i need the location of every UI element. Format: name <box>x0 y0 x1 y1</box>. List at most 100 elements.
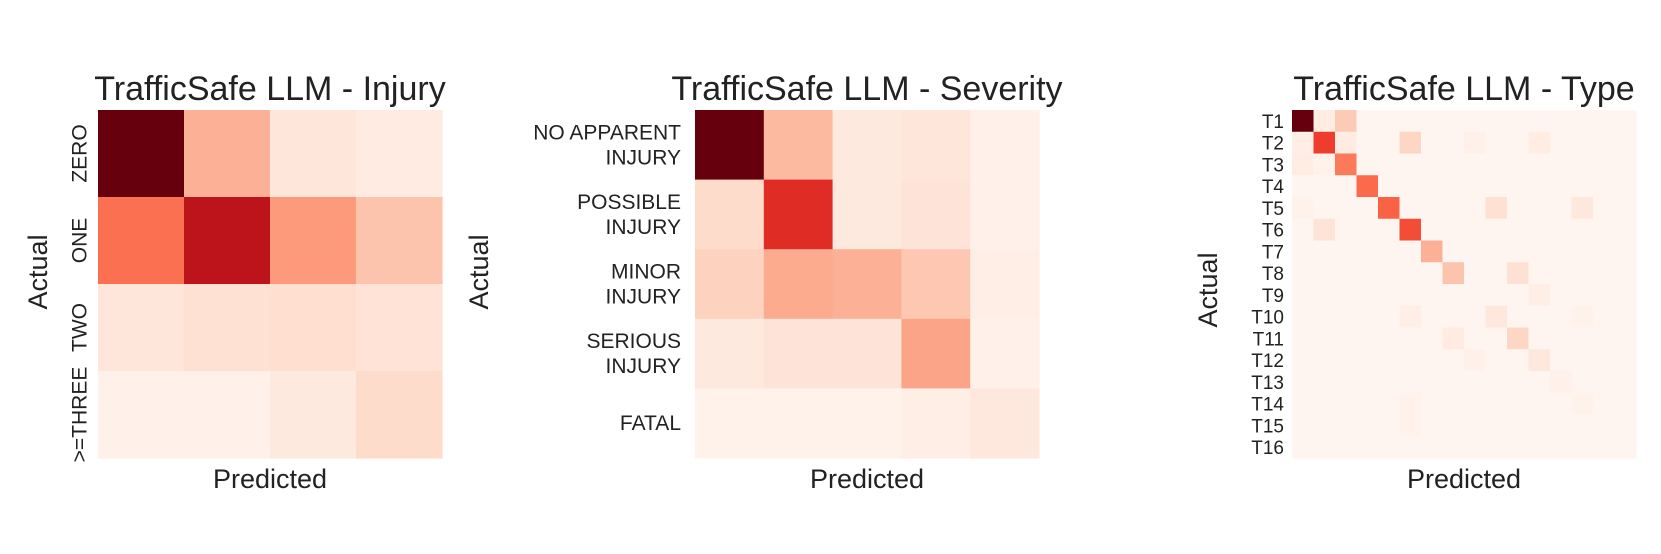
heatmap-cell <box>1356 218 1379 242</box>
xlabel-severity: Predicted <box>810 464 924 494</box>
heatmap-cell <box>1399 371 1422 394</box>
chart-title-severity: TrafficSafe LLM - Severity <box>671 70 1062 108</box>
row-tick-label: T12 <box>1251 351 1284 372</box>
heatmap-cell <box>1292 284 1315 307</box>
ylabel-type: Actual <box>1193 252 1223 327</box>
heatmap-cell <box>1528 175 1551 198</box>
heatmap-cell <box>1528 414 1551 437</box>
heatmap-cell <box>1593 349 1616 372</box>
heatmap-cell <box>1550 175 1573 198</box>
heatmap-injury: TrafficSafe LLM - Injury ZERO ONE TWO >=THR… <box>23 70 446 494</box>
row-tick-label: T7 <box>1262 242 1284 263</box>
heatmap-cell <box>1571 371 1594 394</box>
heatmap-cell <box>1378 218 1401 242</box>
heatmap-cell <box>1442 436 1465 459</box>
heatmap-cell <box>1313 240 1336 263</box>
heatmap-cell <box>1528 305 1551 329</box>
heatmap-cell <box>1335 392 1358 416</box>
heatmap-cell <box>1614 153 1637 176</box>
heatmap-cell <box>1313 371 1336 394</box>
heatmap-cell <box>184 197 271 285</box>
heatmap-cell <box>1421 240 1444 263</box>
heatmap-cell <box>832 318 902 389</box>
heatmap-cell <box>1313 436 1336 459</box>
heatmap-cell <box>901 179 971 250</box>
heatmap-cell <box>1292 175 1315 198</box>
heatmap-cell <box>98 371 185 459</box>
heatmap-cell <box>1442 131 1465 155</box>
heatmap-cell <box>356 110 443 198</box>
heatmap-cell <box>1292 110 1315 133</box>
heatmap-cell <box>1335 262 1358 285</box>
heatmap-cell <box>1356 240 1379 263</box>
heatmap-cell <box>1356 305 1379 329</box>
heatmap-cell <box>1378 327 1401 350</box>
heatmap-cell <box>1442 349 1465 372</box>
heatmap-cell <box>1335 175 1358 198</box>
heatmap-cell <box>1507 414 1530 437</box>
heatmap-cell <box>1614 436 1637 459</box>
heatmap-cell <box>1571 197 1594 220</box>
heatmap-cell <box>1593 371 1616 394</box>
heatmap-cell <box>1313 284 1336 307</box>
heatmap-cell <box>1464 175 1487 198</box>
heatmap-cell <box>1550 110 1573 133</box>
heatmap-cell <box>1313 392 1336 416</box>
heatmap-cell <box>270 110 357 198</box>
row-tick-label: T6 <box>1262 221 1284 242</box>
heatmap-cell <box>1356 197 1379 220</box>
heatmap-cell <box>1485 153 1508 176</box>
heatmap-cell <box>1464 131 1487 155</box>
heatmap-cell <box>98 110 185 198</box>
heatmap-cell <box>1421 371 1444 394</box>
heatmap-cell <box>1507 262 1530 285</box>
heatmap-cell <box>1378 371 1401 394</box>
heatmap-cell <box>1485 436 1508 459</box>
heatmap-cell <box>1571 392 1594 416</box>
heatmap-cell <box>1335 153 1358 176</box>
row-tick-label: T16 <box>1251 438 1284 459</box>
row-tick-label: T4 <box>1262 177 1285 198</box>
heatmap-cell <box>1464 110 1487 133</box>
row-tick-label: T8 <box>1262 264 1284 285</box>
heatmap-cell <box>1464 284 1487 307</box>
heatmap-cell <box>1571 262 1594 285</box>
heatmap-cell <box>1335 131 1358 155</box>
heatmap-cell <box>1464 305 1487 329</box>
heatmap-cell <box>184 284 271 372</box>
heatmap-cell <box>1292 131 1315 155</box>
heatmap-cell <box>184 371 271 459</box>
heatmap-cell <box>1485 284 1508 307</box>
ylabel-injury: Actual <box>23 234 53 309</box>
heatmap-cell <box>1507 349 1530 372</box>
heatmap-cell <box>1378 262 1401 285</box>
heatmap-cell <box>1528 284 1551 307</box>
heatmap-cell <box>1464 262 1487 285</box>
heatmap-cell <box>1313 262 1336 285</box>
heatmap-cell <box>1335 284 1358 307</box>
heatmap-cell <box>1614 131 1637 155</box>
heatmap-cell <box>1485 262 1508 285</box>
heatmap-cell <box>901 249 971 320</box>
heatmap-cell <box>970 249 1040 320</box>
heatmap-cell <box>1464 197 1487 220</box>
heatmap-cell <box>1614 305 1637 329</box>
heatmap-cell <box>1550 414 1573 437</box>
heatmap-cell <box>695 318 765 389</box>
heatmap-cell <box>1485 131 1508 155</box>
heatmap-cell <box>1313 414 1336 437</box>
heatmap-cell <box>1464 218 1487 242</box>
heatmap-cell <box>1507 175 1530 198</box>
heatmap-cell <box>1550 371 1573 394</box>
heatmap-cell <box>1550 153 1573 176</box>
heatmap-cell <box>1485 218 1508 242</box>
heatmap-cell <box>1614 175 1637 198</box>
heatmap-cell <box>1399 110 1422 133</box>
heatmap-cell <box>1313 131 1336 155</box>
row-tick-label: ZERO <box>68 124 91 182</box>
heatmap-cell <box>1313 305 1336 329</box>
heatmap-cell <box>1528 349 1551 372</box>
heatmap-cell <box>1593 414 1616 437</box>
heatmap-cell <box>1571 131 1594 155</box>
